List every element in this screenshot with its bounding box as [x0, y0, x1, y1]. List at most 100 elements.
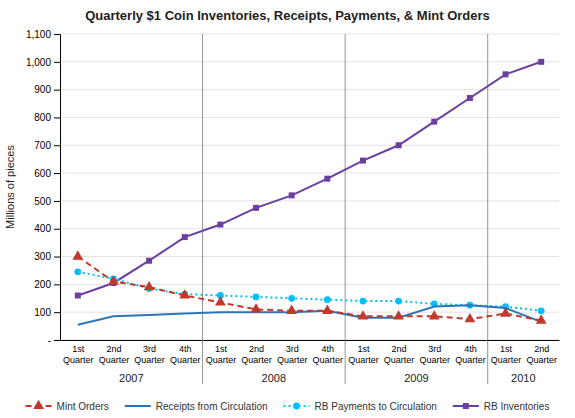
legend-item: RB Payments to Circulation — [284, 401, 437, 412]
grid-line — [60, 340, 559, 341]
x-tick-label: 4thQuarter — [170, 344, 201, 364]
y-tick-mark — [54, 257, 60, 258]
x-tick-label: 2ndQuarter — [241, 344, 272, 364]
y-tick: 300 — [34, 251, 60, 262]
legend-marker — [463, 403, 469, 409]
marker — [179, 289, 190, 298]
legend-label: Mint Orders — [57, 401, 109, 412]
grid-line — [60, 228, 559, 229]
y-tick-mark — [54, 312, 60, 313]
marker — [393, 310, 404, 319]
year-divider — [345, 34, 346, 384]
year-divider — [202, 34, 203, 384]
x-tick: 3rdQuarter — [277, 340, 308, 365]
y-tick-label: 600 — [34, 168, 51, 179]
x-tick: 4thQuarter — [313, 340, 344, 365]
y-tick-label: 400 — [34, 223, 51, 234]
y-tick: 1,100 — [26, 29, 60, 40]
legend-item: RB Inventories — [453, 401, 550, 412]
y-tick: 1,000 — [26, 57, 60, 68]
marker — [215, 296, 226, 305]
y-tick-label: 1,000 — [26, 57, 51, 68]
y-tick: 600 — [34, 168, 60, 179]
y-tick: 700 — [34, 140, 60, 151]
grid-line — [60, 173, 559, 174]
x-tick: 4thQuarter — [170, 340, 201, 365]
marker — [217, 222, 223, 228]
title: Quarterly $1 Coin Inventories, Receipts,… — [85, 8, 490, 23]
series — [75, 59, 544, 299]
year-label: 2008 — [262, 372, 286, 384]
legend-label: Receipts from Circulation — [156, 401, 268, 412]
marker — [429, 310, 440, 319]
series — [74, 268, 544, 314]
marker — [500, 307, 511, 316]
x-tick-label: 3rdQuarter — [277, 344, 308, 364]
x-tick: 3rdQuarter — [134, 340, 165, 365]
marker — [536, 314, 547, 323]
marker — [503, 71, 509, 77]
x-tick: 3rdQuarter — [419, 340, 450, 365]
y-axis-title: Millions of pieces — [4, 145, 16, 229]
series-line — [78, 257, 541, 321]
y-tick-label: 900 — [34, 84, 51, 95]
marker — [251, 303, 262, 312]
legend-marker — [33, 400, 44, 409]
x-tick: 2ndQuarter — [241, 340, 272, 365]
x-axis: 1stQuarter2ndQuarter3rdQuarter4thQuarter… — [61, 340, 560, 365]
y-tick-mark — [54, 62, 60, 63]
x-axis-line — [61, 340, 560, 341]
plot: -1002003004005006007008009001,0001,1001s… — [4, 29, 560, 384]
year-dividers — [203, 34, 488, 384]
y-tick: - — [48, 335, 60, 346]
x-tick-label: 3rdQuarter — [134, 344, 165, 364]
grid-line — [60, 117, 559, 118]
x-tick: 1stQuarter — [491, 340, 522, 365]
x-tick: 2ndQuarter — [526, 340, 557, 365]
x-tick: 2ndQuarter — [384, 340, 415, 365]
legend-marker — [293, 403, 300, 410]
marker — [360, 298, 367, 305]
grid-line — [60, 61, 559, 62]
legend-label: RB Inventories — [484, 401, 550, 412]
marker — [396, 142, 402, 148]
x-tick-label: 1stQuarter — [348, 344, 379, 364]
series — [72, 250, 546, 323]
x-tick-label: 4thQuarter — [313, 344, 344, 364]
marker — [465, 313, 476, 322]
x-tick: 4thQuarter — [455, 340, 486, 365]
x-tick: 1stQuarter — [63, 340, 94, 365]
y-tick-mark — [54, 34, 60, 35]
series-line — [78, 305, 541, 324]
legend-label: RB Payments to Circulation — [315, 401, 437, 412]
x-tick-label: 1stQuarter — [491, 344, 522, 364]
x-tick: 1stQuarter — [206, 340, 237, 365]
grid — [60, 34, 559, 340]
marker — [146, 258, 152, 264]
grid-line — [60, 200, 559, 201]
y-tick: 400 — [34, 223, 60, 234]
marker — [395, 298, 402, 305]
marker — [358, 310, 369, 319]
x-tick-label: 1stQuarter — [206, 344, 237, 364]
x-tick: 2ndQuarter — [99, 340, 130, 365]
y-axis: -1002003004005006007008009001,0001,100 — [26, 29, 61, 346]
grid-line — [60, 34, 559, 35]
grid-line — [60, 256, 559, 257]
y-tick-mark — [54, 117, 60, 118]
series-line — [78, 62, 541, 296]
marker — [324, 296, 331, 303]
x-tick-label: 3rdQuarter — [419, 344, 450, 364]
year-label: 2010 — [511, 372, 535, 384]
y-tick-mark — [54, 145, 60, 146]
chart: Quarterly $1 Coin Inventories, Receipts,… — [0, 0, 575, 418]
marker — [144, 281, 155, 290]
y-tick-label: 300 — [34, 251, 51, 262]
year-label: 2007 — [119, 372, 143, 384]
y-tick: 100 — [34, 307, 60, 318]
marker — [538, 307, 545, 314]
y-tick-label: 800 — [34, 112, 51, 123]
legend-swatch — [125, 405, 151, 407]
y-tick: 900 — [34, 84, 60, 95]
marker — [360, 158, 366, 164]
